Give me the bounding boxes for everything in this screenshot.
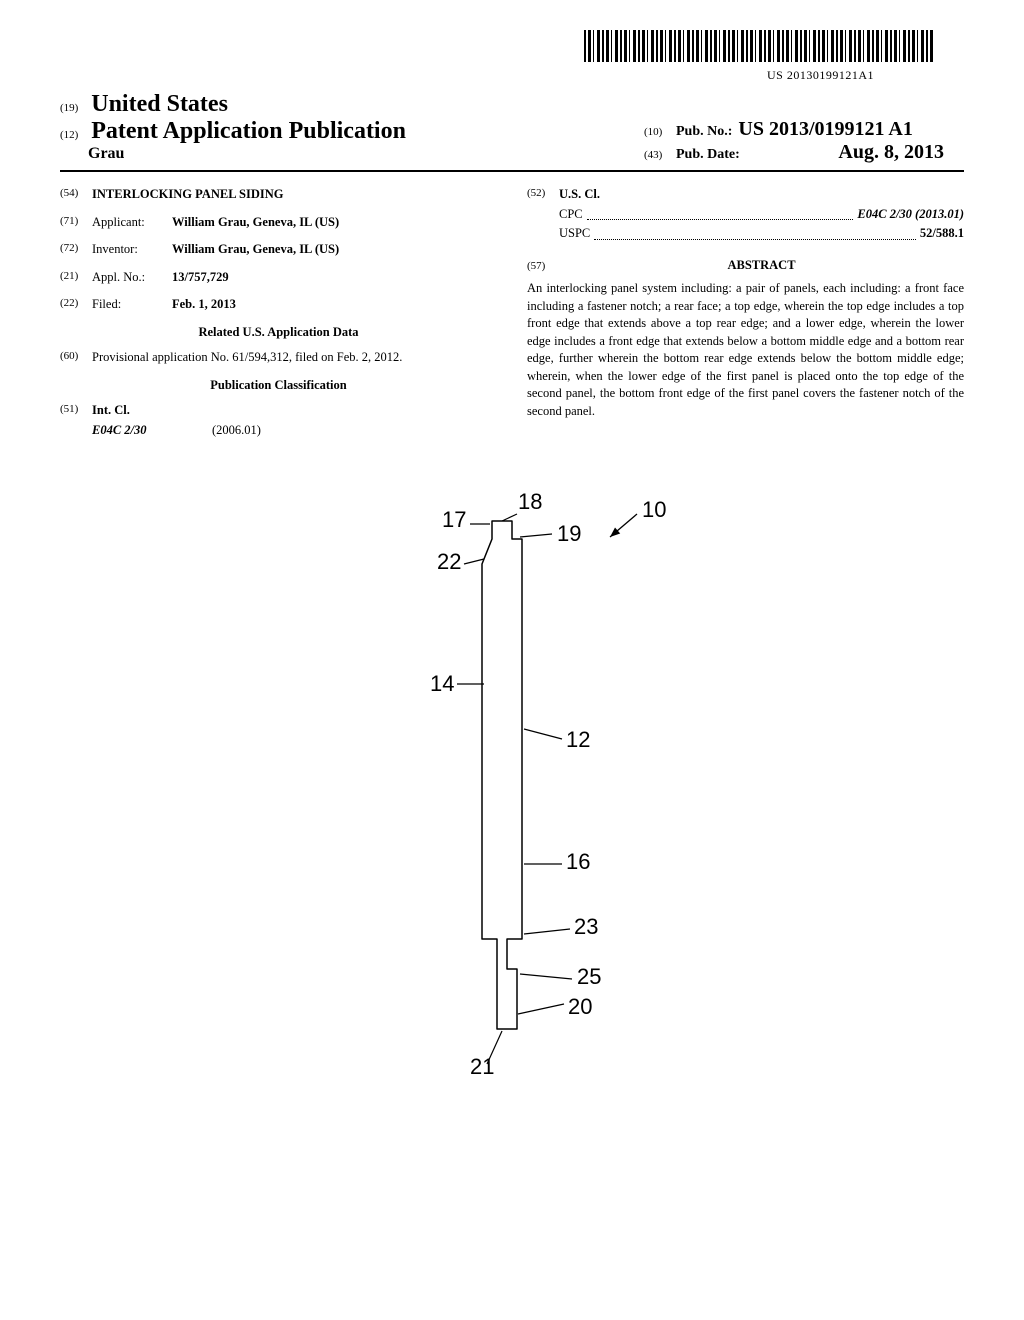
- dots: [594, 225, 916, 240]
- svg-text:17: 17: [442, 507, 466, 532]
- field-num-doctype: (12): [60, 129, 88, 141]
- intcl-date: (2006.01): [212, 422, 261, 440]
- field-num-applicant: (71): [60, 214, 92, 232]
- pubdate-label: Pub. Date:: [676, 147, 740, 163]
- author-name: Grau: [88, 145, 406, 163]
- field-num-uscl: (52): [527, 186, 559, 204]
- abstract-heading: ABSTRACT: [559, 257, 964, 275]
- uspc-value: 52/588.1: [920, 225, 964, 243]
- country-name: United States: [91, 91, 228, 117]
- abstract-body: An interlocking panel system including: …: [527, 280, 964, 420]
- pub-classification-heading: Publication Classification: [60, 377, 497, 395]
- uspc-label: USPC: [559, 225, 590, 243]
- right-header: (10) Pub. No.: US 2013/0199121 A1 (43) P…: [644, 118, 964, 164]
- filed-value: Feb. 1, 2013: [172, 296, 236, 314]
- pubno-label: Pub. No.:: [676, 124, 732, 140]
- inventor-value: William Grau, Geneva, IL (US): [172, 241, 339, 259]
- svg-text:20: 20: [568, 994, 592, 1019]
- invention-title: INTERLOCKING PANEL SIDING: [92, 186, 283, 204]
- panel-figure: 17 18 19 22 14 12 16 23 25 20 21 10: [302, 469, 722, 1149]
- related-data-heading: Related U.S. Application Data: [60, 324, 497, 342]
- applicant-label: Applicant:: [92, 214, 172, 232]
- svg-text:16: 16: [566, 849, 590, 874]
- svg-text:10: 10: [642, 497, 666, 522]
- applicant-value: William Grau, Geneva, IL (US): [172, 214, 339, 232]
- filed-label: Filed:: [92, 296, 172, 314]
- cpc-value: E04C 2/30 (2013.01): [857, 206, 964, 224]
- applno-value: 13/757,729: [172, 269, 229, 287]
- doc-type: Patent Application Publication: [91, 118, 406, 144]
- intcl-label: Int. Cl.: [92, 402, 130, 420]
- uscl-label: U.S. Cl.: [559, 186, 600, 204]
- svg-text:12: 12: [566, 727, 590, 752]
- field-num-pubno: (10): [644, 126, 672, 138]
- bibliographic-section: (54) INTERLOCKING PANEL SIDING (71) Appl…: [60, 186, 964, 449]
- dots: [587, 206, 854, 221]
- svg-text:22: 22: [437, 549, 461, 574]
- field-num-filed: (22): [60, 296, 92, 314]
- barcode-text: US 20130199121A1: [60, 68, 874, 83]
- svg-text:18: 18: [518, 489, 542, 514]
- left-column: (54) INTERLOCKING PANEL SIDING (71) Appl…: [60, 186, 497, 449]
- field-num-applno: (21): [60, 269, 92, 287]
- field-num-inventor: (72): [60, 241, 92, 259]
- svg-text:14: 14: [430, 671, 454, 696]
- svg-text:23: 23: [574, 914, 598, 939]
- figure-area: 17 18 19 22 14 12 16 23 25 20 21 10: [60, 469, 964, 1149]
- svg-text:25: 25: [577, 964, 601, 989]
- intcl-code: E04C 2/30: [92, 422, 212, 440]
- provisional-text: Provisional application No. 61/594,312, …: [92, 349, 402, 367]
- field-num-pubdate: (43): [644, 149, 672, 161]
- cpc-label: CPC: [559, 206, 583, 224]
- field-num-title: (54): [60, 186, 92, 204]
- inventor-label: Inventor:: [92, 241, 172, 259]
- barcode: [584, 30, 934, 62]
- pubno-value: US 2013/0199121 A1: [738, 118, 912, 141]
- field-num-intcl: (51): [60, 402, 92, 420]
- header-rule: [60, 170, 964, 172]
- right-column: (52) U.S. Cl. CPC E04C 2/30 (2013.01) US…: [527, 186, 964, 449]
- barcode-region: US 20130199121A1: [60, 30, 934, 83]
- field-num-country: (19): [60, 102, 88, 114]
- field-num-provisional: (60): [60, 349, 92, 367]
- svg-text:21: 21: [470, 1054, 494, 1079]
- header-block: (19) United States (12) Patent Applicati…: [60, 91, 964, 164]
- svg-text:19: 19: [557, 521, 581, 546]
- pubdate-value: Aug. 8, 2013: [838, 141, 944, 164]
- applno-label: Appl. No.:: [92, 269, 172, 287]
- field-num-abstract: (57): [527, 259, 559, 274]
